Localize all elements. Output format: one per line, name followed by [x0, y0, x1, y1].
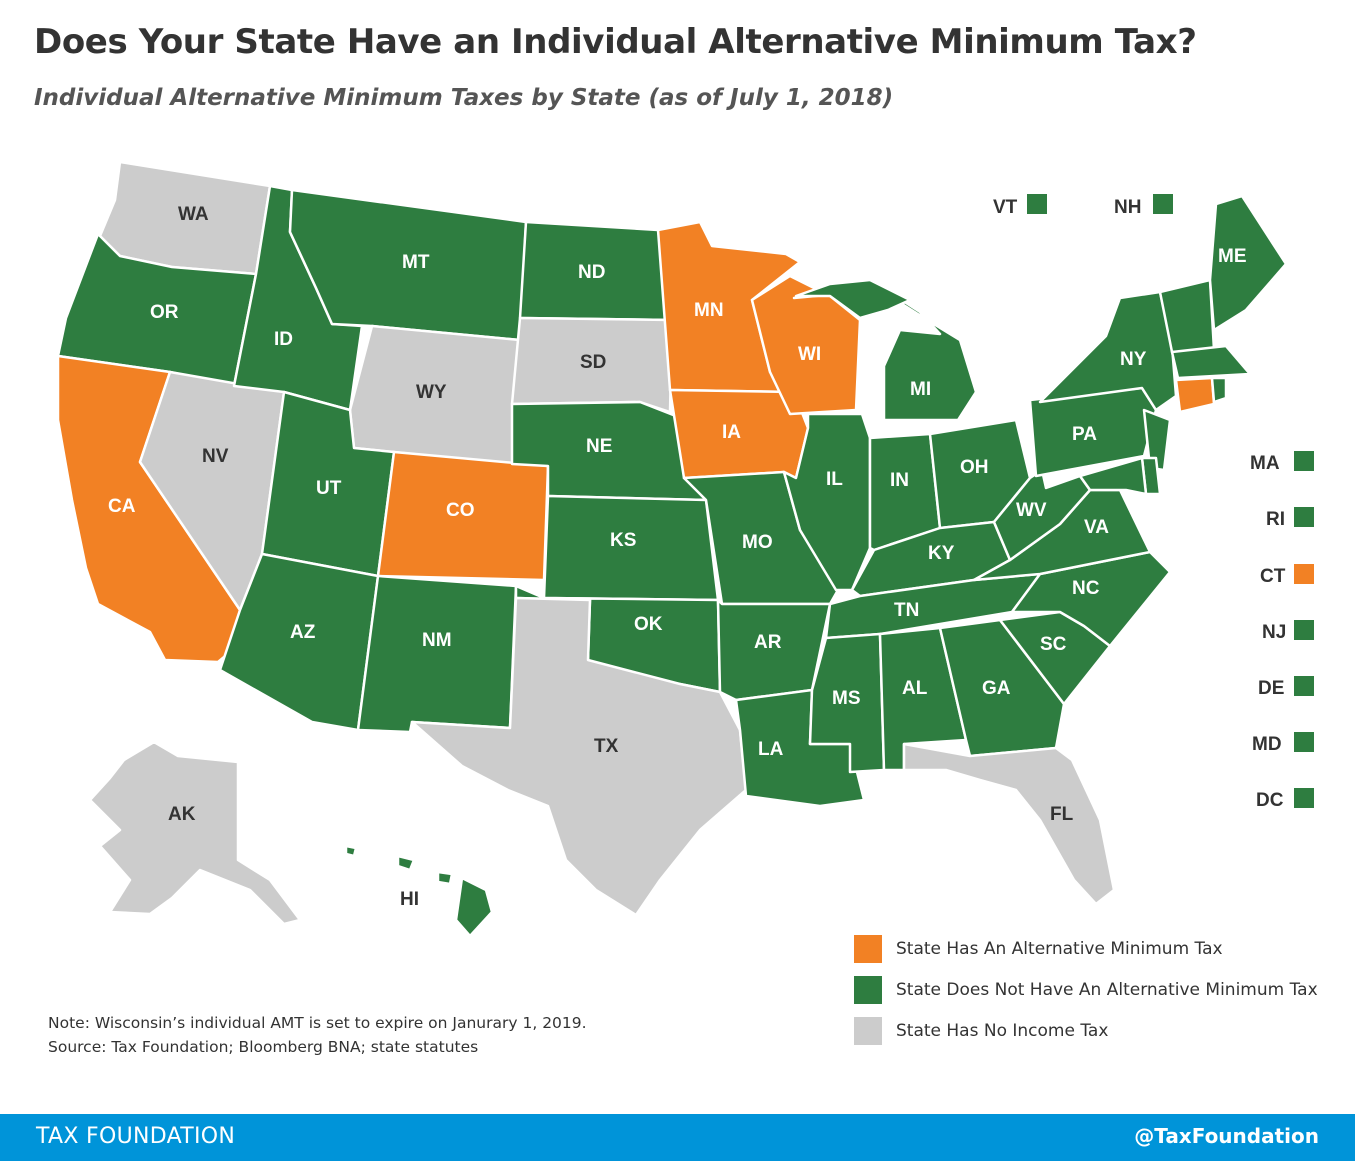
state-ri: [1210, 376, 1228, 404]
label-sc: SC: [1040, 634, 1067, 655]
side-swatch-de: [1294, 676, 1314, 696]
side-swatch-ct: [1294, 564, 1314, 584]
state-fl: [902, 742, 1116, 906]
state-ct: [1174, 376, 1216, 414]
side-label-nh: NH: [1114, 197, 1141, 218]
label-nv: NV: [202, 446, 229, 467]
label-ga: GA: [982, 678, 1011, 699]
state-mi: [792, 284, 978, 422]
label-ar: AR: [754, 632, 782, 653]
label-wa: WA: [178, 204, 209, 225]
label-hi: HI: [400, 889, 419, 910]
legend-label-no-income-tax: State Has No Income Tax: [896, 1021, 1109, 1041]
state-mi-upper: [794, 278, 912, 320]
side-swatch-ma: [1294, 451, 1314, 471]
notes-block: Note: Wisconsin’s individual AMT is set …: [48, 1011, 587, 1059]
state-hi-kauai: [344, 844, 358, 858]
label-ms: MS: [832, 688, 861, 709]
side-swatch-nj: [1294, 620, 1314, 640]
map-subtitle: Individual Alternative Minimum Taxes by …: [34, 85, 894, 111]
legend-item-no-amt: State Does Not Have An Alternative Minim…: [854, 976, 1318, 1004]
source-text: Source: Tax Foundation; Bloomberg BNA; s…: [48, 1038, 479, 1056]
side-swatch-md: [1294, 732, 1314, 752]
label-ky: KY: [928, 543, 955, 564]
label-ut: UT: [316, 478, 342, 499]
label-mn: MN: [694, 300, 724, 321]
side-label-ma: MA: [1250, 453, 1280, 474]
label-ok: OK: [634, 614, 663, 635]
side-label-de: DE: [1258, 678, 1284, 699]
side-label-md: MD: [1252, 734, 1282, 755]
footer-brand: TAX FOUNDATION: [36, 1124, 236, 1149]
label-ny: NY: [1120, 349, 1147, 370]
map-legend: State Has An Alternative Minimum Tax Sta…: [854, 935, 1318, 1058]
side-label-ct: CT: [1260, 566, 1286, 587]
side-label-dc: DC: [1256, 790, 1284, 811]
side-label-nj: NJ: [1262, 622, 1286, 643]
legend-swatch-no-amt: [854, 976, 882, 1004]
note-text: Note: Wisconsin’s individual AMT is set …: [48, 1014, 587, 1032]
state-nj: [1142, 408, 1172, 472]
label-az: AZ: [290, 622, 316, 643]
label-ak: AK: [168, 804, 196, 825]
legend-swatch-no-income-tax: [854, 1017, 882, 1045]
state-hi: [454, 876, 494, 938]
label-ks: KS: [610, 530, 636, 551]
label-co: CO: [446, 500, 475, 521]
legend-item-no-income-tax: State Has No Income Tax: [854, 1017, 1318, 1045]
side-label-vt: VT: [993, 197, 1018, 218]
label-pa: PA: [1072, 424, 1097, 445]
label-ca: CA: [108, 496, 136, 517]
state-wi: [750, 274, 862, 416]
state-hi-oahu: [396, 854, 416, 872]
label-al: AL: [902, 678, 928, 699]
side-swatch-vt: [1027, 194, 1047, 214]
footer-bar: TAX FOUNDATION @TaxFoundation: [0, 1114, 1355, 1161]
legend-item-amt: State Has An Alternative Minimum Tax: [854, 935, 1318, 963]
label-wy: WY: [416, 382, 447, 403]
label-in: IN: [890, 470, 909, 491]
state-tx: [410, 596, 748, 917]
label-nd: ND: [578, 262, 605, 283]
state-me: [1208, 194, 1288, 332]
label-mo: MO: [742, 532, 773, 553]
label-id: ID: [274, 329, 293, 350]
label-wv: WV: [1016, 500, 1047, 521]
label-tn: TN: [894, 600, 919, 621]
label-sd: SD: [580, 352, 606, 373]
label-nm: NM: [422, 630, 452, 651]
legend-label-no-amt: State Does Not Have An Alternative Minim…: [896, 980, 1318, 1000]
state-hi-maui: [436, 870, 454, 886]
footer-handle[interactable]: @TaxFoundation: [1134, 1124, 1319, 1148]
state-md: [1078, 456, 1148, 496]
legend-swatch-amt: [854, 935, 882, 963]
label-oh: OH: [960, 457, 989, 478]
label-wi: WI: [798, 344, 821, 365]
legend-label-amt: State Has An Alternative Minimum Tax: [896, 939, 1223, 959]
side-swatch-ri: [1294, 507, 1314, 527]
state-ny: [1038, 290, 1178, 412]
label-nc: NC: [1072, 578, 1100, 599]
side-swatch-nh: [1153, 194, 1173, 214]
state-il: [782, 412, 872, 592]
state-nm: [356, 574, 518, 734]
label-va: VA: [1084, 517, 1109, 538]
label-mi: MI: [910, 379, 931, 400]
label-il: IL: [826, 469, 843, 490]
label-mt: MT: [402, 252, 430, 273]
label-tx: TX: [594, 736, 619, 757]
side-swatch-dc: [1294, 788, 1314, 808]
label-ia: IA: [722, 422, 741, 443]
state-ma: [1170, 344, 1252, 380]
side-label-ri: RI: [1266, 509, 1285, 530]
label-ne: NE: [586, 436, 612, 457]
label-la: LA: [758, 739, 784, 760]
label-fl: FL: [1050, 804, 1074, 825]
map-title: Does Your State Have an Individual Alter…: [34, 22, 1197, 62]
label-me: ME: [1218, 246, 1247, 267]
label-or: OR: [150, 302, 179, 323]
state-ak: [88, 740, 302, 926]
